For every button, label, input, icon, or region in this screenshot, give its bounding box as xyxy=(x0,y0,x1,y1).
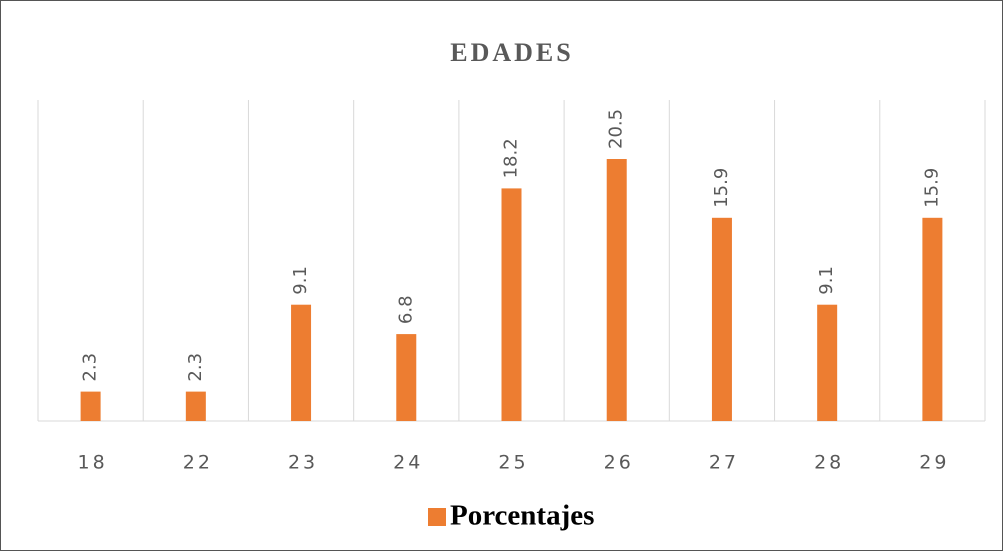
bar xyxy=(501,188,522,421)
x-tick-label: 25 xyxy=(498,452,528,474)
chart-title: EDADES xyxy=(450,38,573,67)
bar xyxy=(185,391,206,421)
data-label: 2.3 xyxy=(185,353,206,382)
bar xyxy=(711,217,732,421)
data-label: 2.3 xyxy=(80,353,101,382)
legend-label: Porcentajes xyxy=(450,500,594,532)
data-label: 6.8 xyxy=(395,295,416,324)
legend-swatch xyxy=(428,508,446,526)
x-tick-label: 22 xyxy=(183,452,213,474)
bar xyxy=(291,304,312,421)
x-tick-label: 26 xyxy=(604,452,634,474)
data-label: 18.2 xyxy=(501,138,522,178)
x-tick-label: 29 xyxy=(919,452,949,474)
x-tick-label: 28 xyxy=(814,452,844,474)
data-label: 15.9 xyxy=(921,168,942,208)
x-tick-label: 23 xyxy=(288,452,318,474)
data-label: 9.1 xyxy=(290,266,311,295)
data-label: 15.9 xyxy=(711,168,732,208)
bar xyxy=(80,391,101,421)
bar xyxy=(817,304,838,421)
bar xyxy=(606,159,627,421)
bar xyxy=(922,217,943,421)
data-label: 9.1 xyxy=(816,266,837,295)
x-tick-label: 27 xyxy=(709,452,739,474)
bar xyxy=(396,334,417,421)
x-tick-label: 24 xyxy=(393,452,423,474)
x-tick-label: 18 xyxy=(78,452,108,474)
legend: Porcentajes xyxy=(428,500,594,532)
data-label: 20.5 xyxy=(606,109,627,149)
